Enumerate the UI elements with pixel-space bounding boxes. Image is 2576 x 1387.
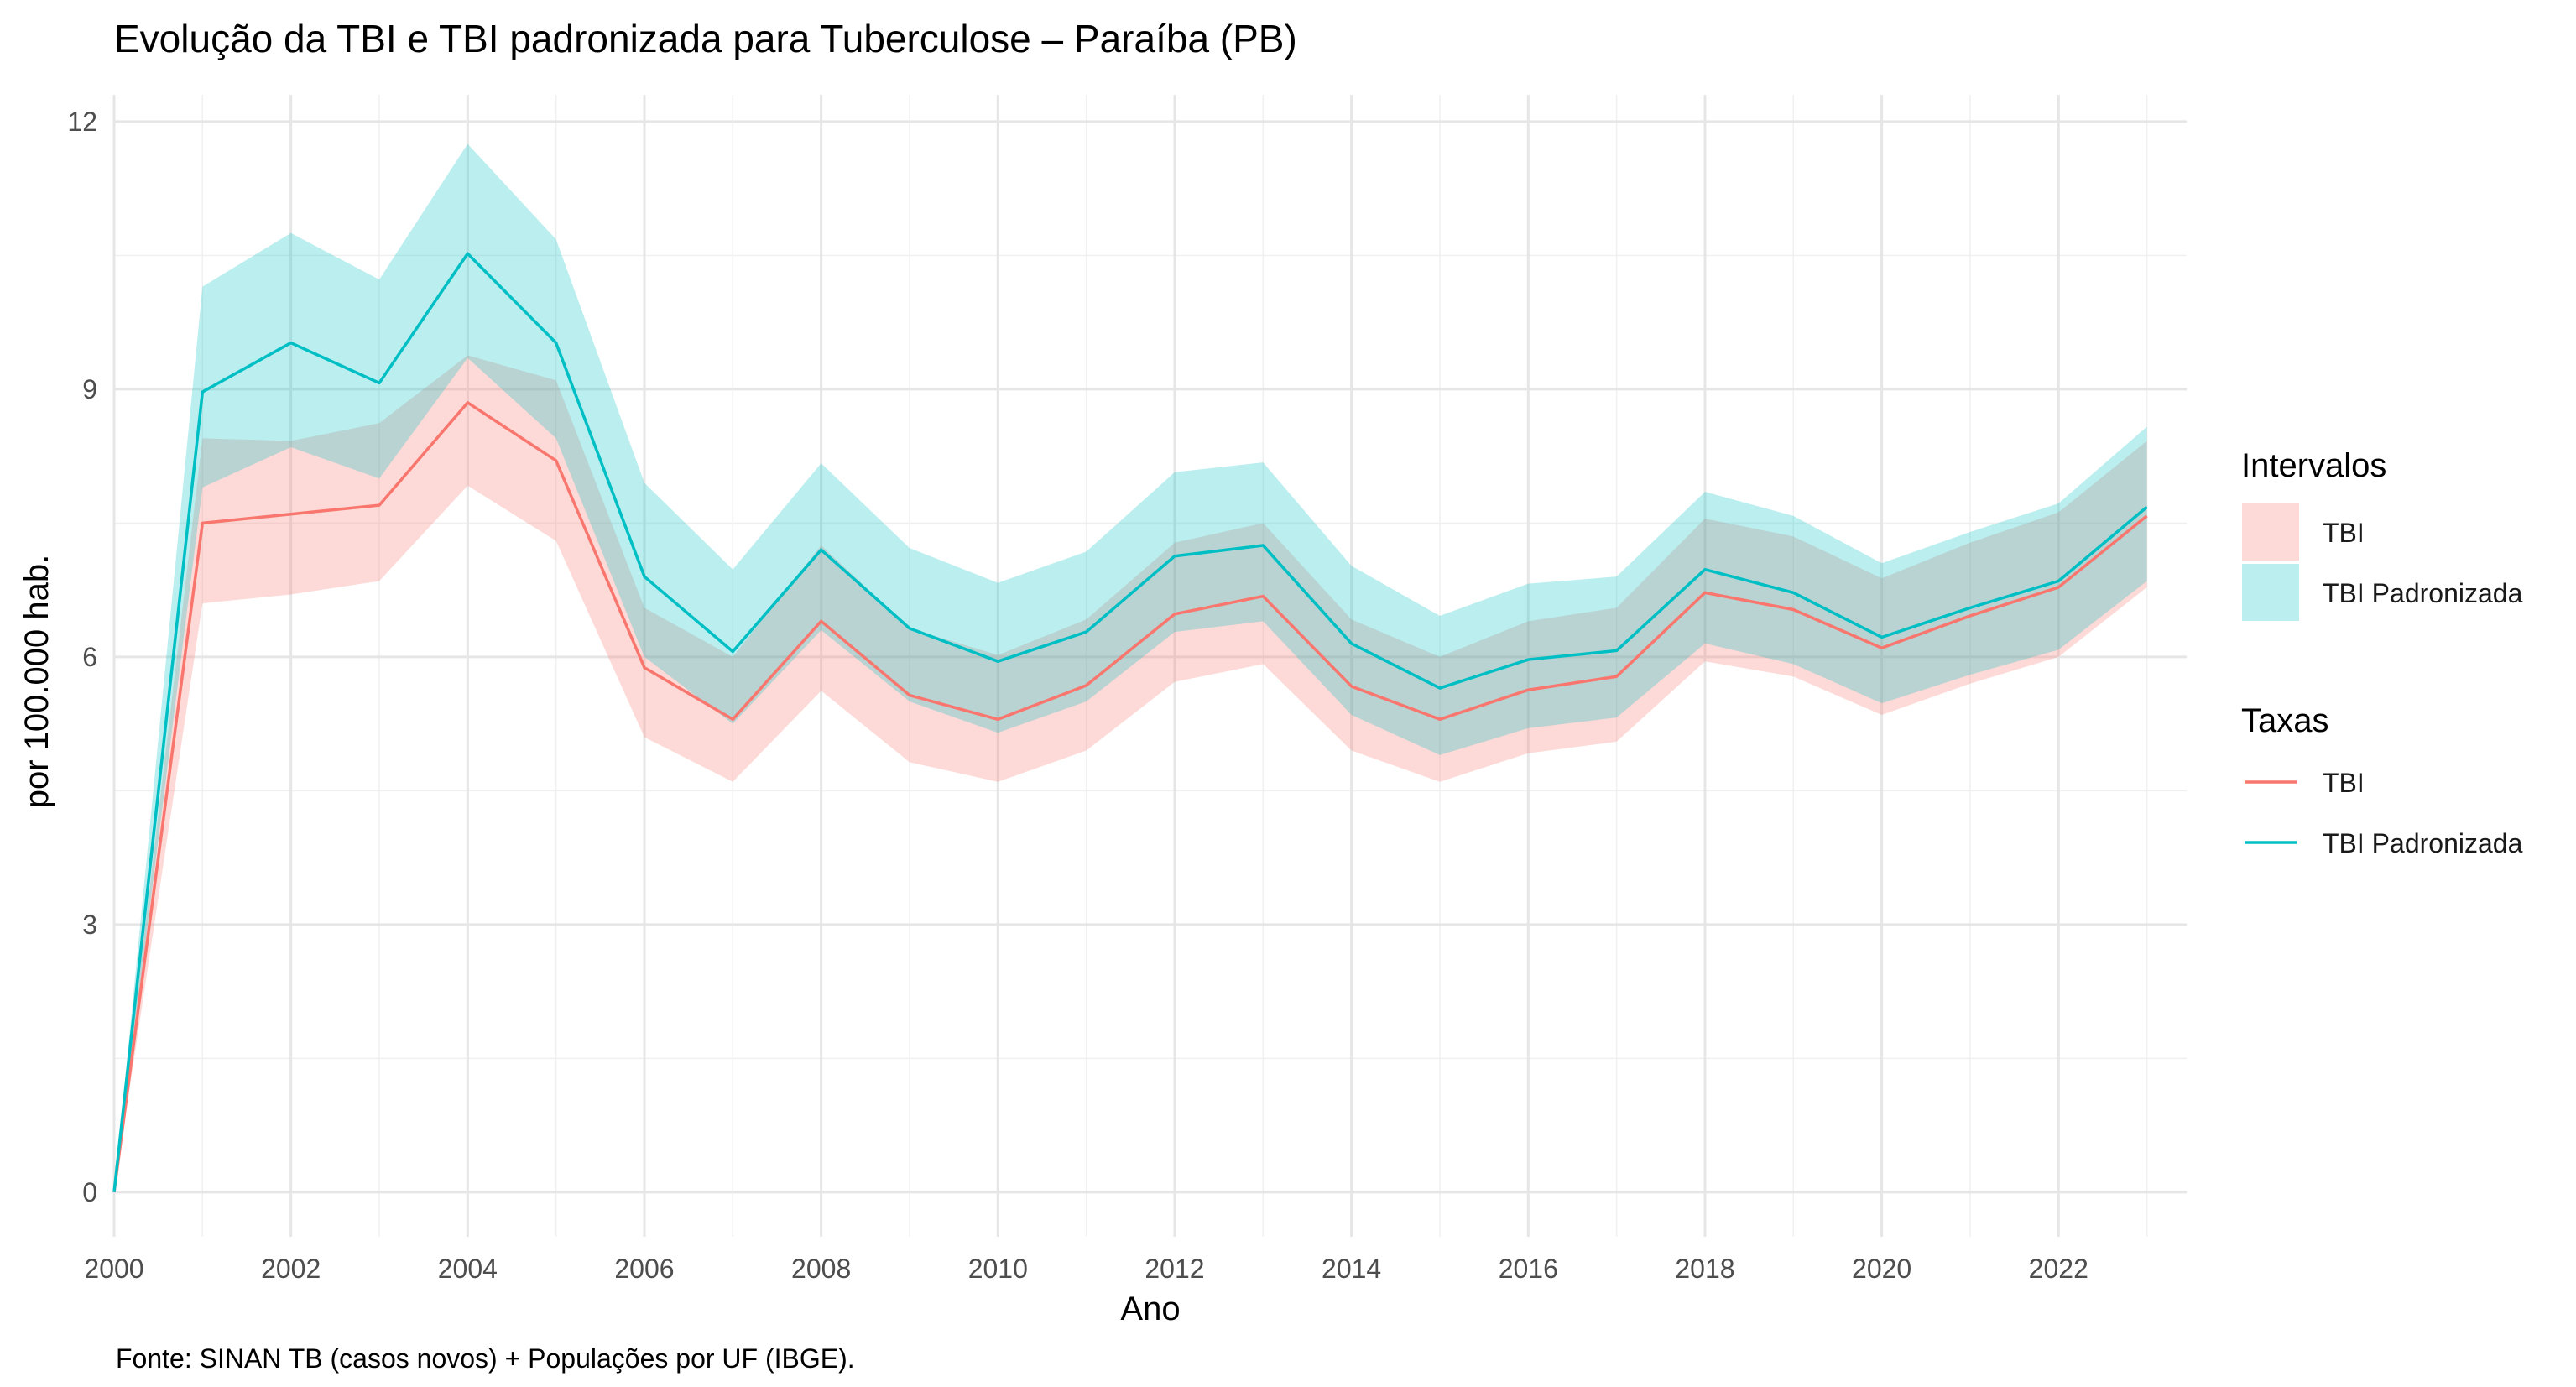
y-tick-label: 6 [82, 642, 97, 672]
x-axis-label: Ano [1120, 1291, 1180, 1327]
line-tbi [112, 401, 2148, 1193]
grid-minor [114, 95, 2187, 1237]
x-tick-label: 2018 [1675, 1254, 1734, 1284]
legend-title-intervals: Intervalos [2241, 447, 2386, 484]
x-tick-label: 2022 [2029, 1254, 2088, 1284]
legend-line-label-tbi: TBI [2323, 768, 2365, 798]
x-tick-label: 2020 [1852, 1254, 1911, 1284]
legend-band-label-tbi-padronizada: TBI Padronizada [2323, 578, 2523, 608]
legend-band-key-tbi-padronizada [2242, 564, 2299, 621]
y-tick-label: 9 [82, 374, 97, 404]
series-lines [112, 252, 2148, 1193]
x-tick-label: 2010 [968, 1254, 1028, 1284]
y-tick-label: 3 [82, 910, 97, 940]
band-tbi [114, 355, 2147, 1192]
line-tbi-padronizada [112, 252, 2148, 1193]
legend-title-rates: Taxas [2241, 702, 2329, 739]
legend-band-key-tbi [2242, 503, 2299, 561]
x-tick-label: 2014 [1322, 1254, 1381, 1284]
grid-major [112, 95, 2187, 1237]
chart-title: Evolução da TBI e TBI padronizada para T… [114, 17, 1297, 60]
y-axis-label: por 100.000 hab. [18, 555, 55, 808]
y-tick-label: 12 [67, 107, 97, 137]
legend: Intervalos TBI TBI Padronizada Taxas TBI… [2241, 447, 2523, 858]
x-axis-ticks: 2000 2002 2004 2006 2008 2010 2012 2014 2016 2018… [84, 1254, 2088, 1284]
x-tick-label: 2002 [261, 1254, 321, 1284]
legend-line-label-tbi-padronizada: TBI Padronizada [2323, 828, 2523, 858]
x-tick-label: 2012 [1145, 1254, 1204, 1284]
legend-band-label-tbi: TBI [2323, 518, 2365, 548]
x-tick-label: 2000 [84, 1254, 143, 1284]
x-tick-label: 2006 [614, 1254, 674, 1284]
x-tick-label: 2004 [438, 1254, 498, 1284]
y-axis-ticks: 0 3 6 9 12 [67, 107, 97, 1207]
y-tick-label: 0 [82, 1177, 97, 1207]
x-tick-label: 2016 [1499, 1254, 1558, 1284]
band-tbi-padronizada [114, 143, 2147, 1192]
confidence-bands [114, 143, 2147, 1192]
x-tick-label: 2008 [791, 1254, 851, 1284]
source-caption: Fonte: SINAN TB (casos novos) + Populaçõ… [116, 1343, 855, 1374]
